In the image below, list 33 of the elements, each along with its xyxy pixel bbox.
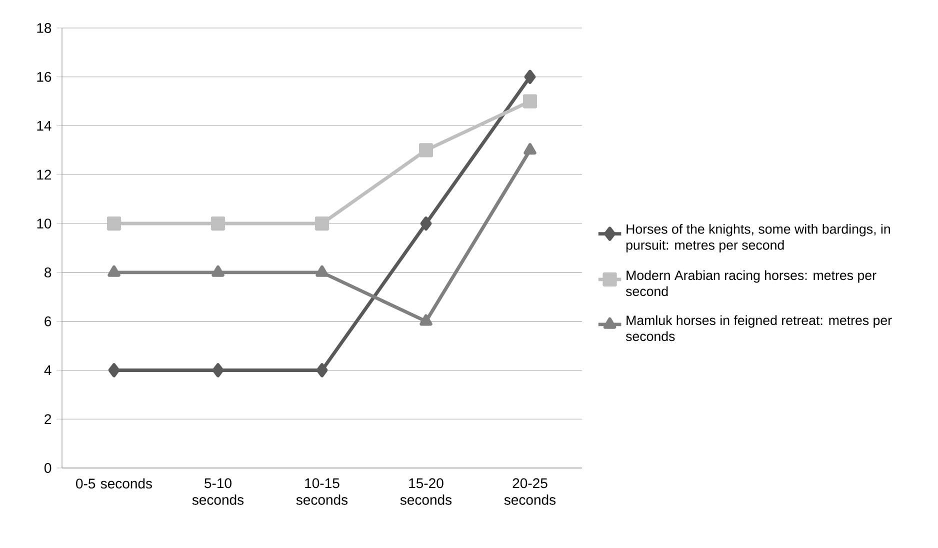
point bbox=[524, 143, 536, 155]
point bbox=[106, 216, 122, 231]
point bbox=[420, 216, 432, 231]
y-tick-label: 18 bbox=[37, 23, 52, 33]
legend-label: Mamluk horses in feigned retreat: metres per seconds bbox=[626, 315, 892, 342]
y-tick-label: 8 bbox=[44, 267, 52, 278]
point bbox=[420, 314, 432, 326]
point bbox=[316, 265, 328, 277]
y-tick-label: 16 bbox=[37, 72, 52, 82]
legend-label: Modern Arabian racing horses: metres per second bbox=[626, 270, 876, 296]
y-tick-label: 10 bbox=[37, 218, 52, 229]
point bbox=[314, 216, 330, 231]
point bbox=[108, 363, 120, 378]
x-tick-label: 20-25 seconds bbox=[504, 478, 556, 505]
point bbox=[212, 265, 224, 277]
point bbox=[418, 143, 434, 158]
legend-label: Horses of the knights, some with bardings, in pursuit: metres per second bbox=[626, 224, 890, 252]
point bbox=[316, 363, 328, 378]
x-tick-label: 0-5 seconds bbox=[76, 478, 152, 489]
point bbox=[212, 363, 224, 378]
x-tick-label: 10-15 seconds bbox=[296, 478, 348, 505]
y-tick-label: 6 bbox=[44, 316, 52, 326]
point bbox=[108, 265, 120, 277]
x-tick-label: 15-20 seconds bbox=[400, 478, 452, 505]
point bbox=[524, 70, 536, 84]
y-tick-label: 0 bbox=[44, 463, 52, 473]
y-tick-label: 4 bbox=[44, 365, 52, 376]
point bbox=[210, 216, 226, 231]
y-tick-label: 14 bbox=[37, 120, 52, 131]
y-tick-label: 12 bbox=[37, 170, 52, 180]
y-tick-label: 2 bbox=[44, 414, 52, 424]
point bbox=[522, 94, 538, 108]
x-tick-label: 5-10 seconds bbox=[192, 478, 244, 505]
